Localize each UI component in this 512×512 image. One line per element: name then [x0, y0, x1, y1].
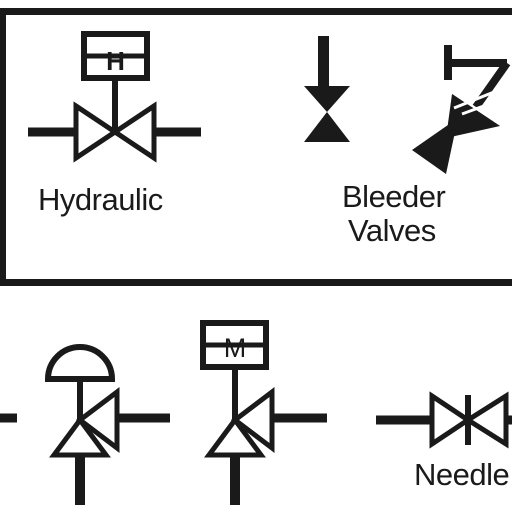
motor-three-way-valve-symbol — [200, 320, 327, 505]
bleeder-valve-vertical-symbol — [304, 36, 350, 142]
diaphragm-actuator-dome — [44, 344, 116, 382]
top-border-line — [0, 8, 512, 15]
hydraulic-valve-body — [73, 101, 120, 163]
motor-actuator-letter: M — [224, 333, 247, 363]
left-border-line — [0, 8, 6, 286]
bleeder-label-line2: Valves — [348, 213, 436, 248]
needle-valve-symbol — [376, 391, 512, 449]
bleeder-label-line1: Bleeder — [342, 179, 446, 214]
needle-label: Needle — [414, 459, 510, 490]
hydraulic-valve-symbol — [28, 31, 201, 163]
bleeder-valve-angled-symbol — [412, 45, 511, 174]
hydraulic-actuator-letter: H — [106, 46, 125, 76]
middle-border-line — [0, 279, 512, 286]
diaphragm-three-way-valve-symbol — [44, 344, 170, 505]
hydraulic-label: Hydraulic — [38, 182, 163, 217]
